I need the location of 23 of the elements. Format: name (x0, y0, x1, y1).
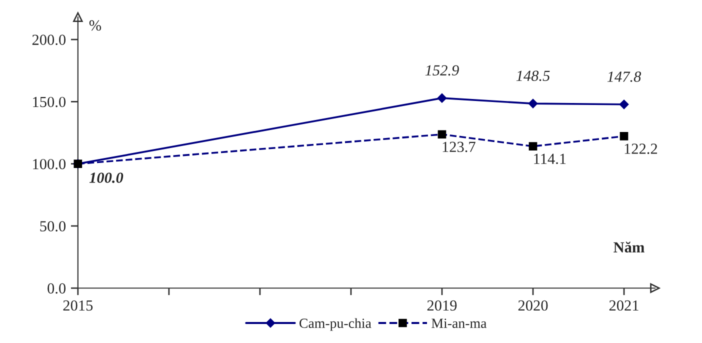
data-label: 114.1 (534, 154, 566, 164)
data-label: 100.0 (89, 172, 124, 183)
y-tick-label: 0.0 (48, 283, 66, 294)
x-tick-label: 2015 (63, 300, 93, 311)
y-tick-label: 200.0 (32, 34, 66, 46)
data-label: 147.8 (607, 72, 642, 82)
x-tick-label: 2020 (518, 300, 548, 311)
y-tick-label: 150.0 (33, 96, 66, 108)
data-label: 123.7 (442, 142, 476, 152)
legend-label: Cam-pu-chia (300, 318, 372, 331)
x-tick-label: 2021 (609, 300, 638, 311)
y-tick-label: 100.0 (33, 158, 66, 170)
y-axis-title: % (89, 20, 102, 31)
data-label: 122.2 (624, 144, 658, 154)
point (437, 93, 447, 103)
x-axis-title: Năm (614, 242, 644, 252)
data-label: 152.9 (425, 65, 459, 76)
legend-label: Mi-an-ma (432, 318, 487, 328)
point (528, 98, 538, 108)
x-tick-label: 2019 (427, 300, 457, 311)
point (619, 100, 629, 110)
data-label: 148.5 (516, 70, 550, 82)
y-tick-label: 50.0 (40, 221, 66, 232)
